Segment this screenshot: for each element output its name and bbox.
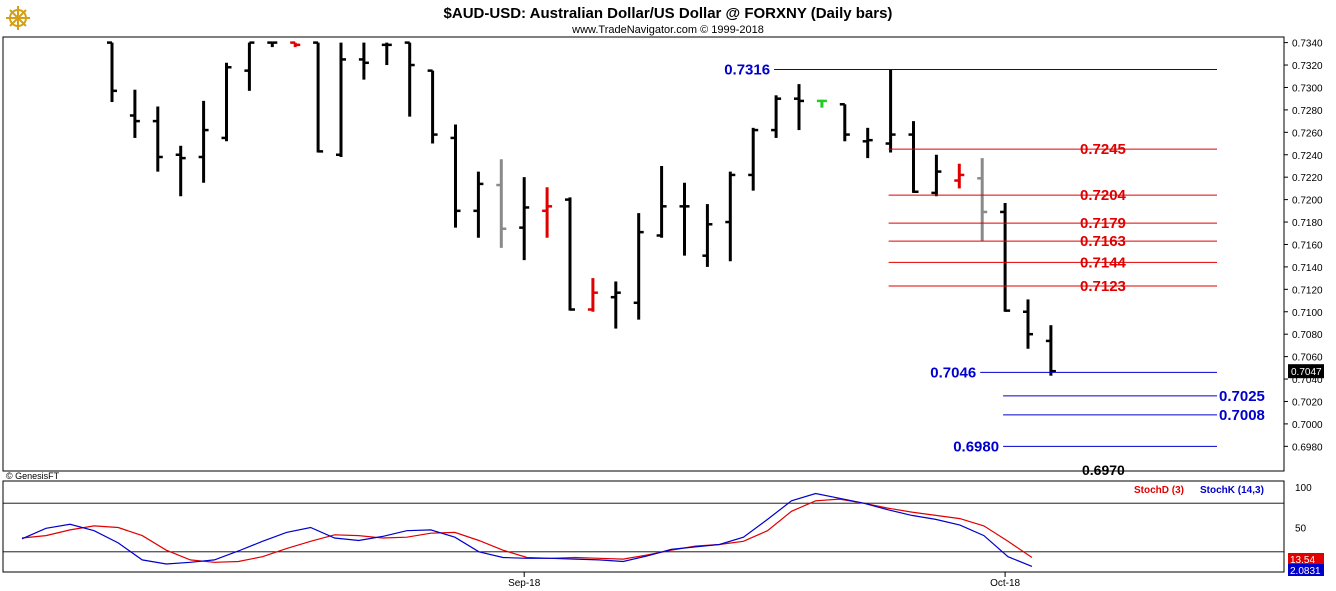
stochk-last-box bbox=[1288, 564, 1324, 576]
ohlc-bar bbox=[198, 100, 209, 183]
ohlc-bar bbox=[267, 41, 278, 48]
price-tick-label: 0.6980 bbox=[1292, 442, 1323, 453]
ohlc-bar bbox=[862, 127, 873, 159]
stoch-series-line bbox=[21, 498, 1033, 563]
stoch-panel-frame bbox=[2, 480, 1285, 573]
price-panel-frame bbox=[2, 36, 1285, 472]
ohlc-bar bbox=[519, 177, 530, 261]
price-level-label: 0.7046 bbox=[930, 364, 976, 381]
price-level-label: 0.7316 bbox=[724, 62, 770, 79]
ohlc-bar bbox=[610, 281, 621, 329]
price-level-label: 0.7179 bbox=[1080, 215, 1126, 232]
ohlc-bar bbox=[290, 41, 301, 48]
ohlc-bar bbox=[748, 127, 759, 191]
price-tick-label: 0.7260 bbox=[1292, 128, 1323, 139]
ohlc-bar bbox=[336, 42, 346, 157]
chart-title: $AUD-USD: Australian Dollar/US Dollar @ … bbox=[444, 5, 893, 22]
ohlc-bar bbox=[794, 84, 804, 131]
price-tick-label: 0.7040 bbox=[1292, 375, 1323, 386]
ohlc-bar bbox=[358, 42, 369, 80]
ohlc-bar bbox=[1045, 325, 1056, 376]
ohlc-bar bbox=[244, 41, 255, 91]
price-tick-label: 0.7220 bbox=[1292, 173, 1323, 184]
ohlc-bar bbox=[496, 159, 507, 248]
ohlc-bar bbox=[839, 103, 850, 142]
x-axis: Sep-18 Oct-18 bbox=[508, 572, 1021, 589]
price-level-label: 0.7123 bbox=[1080, 278, 1126, 295]
price-tick-label: 0.7100 bbox=[1292, 308, 1323, 319]
ohlc-bar bbox=[313, 41, 324, 153]
price-tick-label: 0.7000 bbox=[1292, 420, 1323, 431]
price-level-label: 0.7204 bbox=[1080, 187, 1127, 204]
stoch-tick-label: 50 bbox=[1295, 524, 1307, 535]
stochk-last-value: 2.0831 bbox=[1290, 566, 1321, 577]
price-level-label: 0.7025 bbox=[1219, 388, 1265, 405]
price-tick-label: 0.7280 bbox=[1292, 106, 1323, 117]
ohlc-bar bbox=[679, 182, 690, 256]
ohlc-bar bbox=[152, 106, 163, 172]
stochd-last-value: 13.54 bbox=[1290, 555, 1315, 566]
ohlc-bar bbox=[381, 42, 392, 66]
price-tick-label: 0.7240 bbox=[1292, 151, 1323, 162]
ohlc-bar bbox=[565, 197, 575, 311]
stoch-series-line bbox=[21, 492, 1033, 567]
ohlc-bar bbox=[885, 69, 896, 153]
bottom-level-label: 0.6970 bbox=[1082, 462, 1125, 478]
stochastic-panel: 100 50 StochD (3) StochK (14,3) 13.542.0831 bbox=[3, 483, 1324, 577]
price-tick-label: 0.7300 bbox=[1292, 83, 1323, 94]
ohlc-bar bbox=[908, 121, 919, 194]
chart-subtitle: www.TradeNavigator.com © 1999-2018 bbox=[571, 24, 764, 36]
stochd-last-box bbox=[1288, 553, 1324, 565]
ohlc-bar bbox=[221, 62, 232, 142]
ohlc-bar bbox=[473, 171, 484, 238]
ohlc-bar bbox=[427, 69, 438, 144]
last-price-label: 0.7047 bbox=[1291, 367, 1322, 378]
ohlc-bar bbox=[450, 124, 461, 228]
price-tick-label: 0.7180 bbox=[1292, 218, 1323, 229]
ohlc-bar bbox=[587, 278, 598, 312]
price-tick-label: 0.7340 bbox=[1292, 39, 1323, 50]
ohlc-bar bbox=[977, 158, 988, 242]
price-tick-label: 0.7320 bbox=[1292, 61, 1323, 72]
price-tick-label: 0.7080 bbox=[1292, 330, 1323, 341]
logo-icon bbox=[6, 6, 30, 30]
ohlc-bar bbox=[542, 187, 553, 238]
price-tick-label: 0.7160 bbox=[1292, 240, 1323, 251]
stoch-legend-entry: StochD (3) bbox=[1134, 485, 1184, 496]
price-axis: 0.7340 0.7320 0.7300 0.7280 0.7260 0.7240 0.72… bbox=[1284, 39, 1324, 453]
x-tick-label: Sep-18 bbox=[508, 578, 541, 589]
ohlc-bar bbox=[816, 99, 827, 108]
ohlc-bar bbox=[771, 95, 782, 138]
stoch-tick-label: 100 bbox=[1295, 483, 1312, 494]
price-tick-label: 0.7020 bbox=[1292, 397, 1323, 408]
price-tick-label: 0.7140 bbox=[1292, 263, 1323, 274]
price-bars bbox=[107, 41, 1056, 376]
ohlc-bar bbox=[129, 89, 140, 138]
price-level-label: 0.7163 bbox=[1080, 233, 1126, 250]
price-level-label: 0.7144 bbox=[1080, 254, 1127, 271]
x-tick-label: Oct-18 bbox=[990, 578, 1020, 589]
ohlc-bar bbox=[1023, 299, 1033, 349]
ohlc-bar bbox=[954, 163, 965, 189]
stoch-legend-entry: StochK (14,3) bbox=[1200, 485, 1264, 496]
ohlc-bar bbox=[1000, 202, 1011, 312]
price-tick-label: 0.7200 bbox=[1292, 196, 1323, 207]
last-price-box bbox=[1288, 364, 1324, 379]
ohlc-bar bbox=[656, 165, 667, 238]
ohlc-bar bbox=[404, 41, 415, 117]
ohlc-bar bbox=[725, 171, 736, 262]
price-level-label: 0.7245 bbox=[1080, 141, 1126, 158]
price-tick-label: 0.7060 bbox=[1292, 353, 1323, 364]
price-level-label: 0.6980 bbox=[953, 438, 999, 455]
ohlc-bar bbox=[175, 145, 186, 197]
copyright-label: © GenesisFT bbox=[6, 471, 60, 481]
ohlc-bar bbox=[702, 204, 713, 267]
ohlc-bar bbox=[633, 213, 644, 320]
price-tick-label: 0.7120 bbox=[1292, 285, 1323, 296]
ohlc-bar bbox=[107, 41, 117, 103]
ohlc-bar bbox=[931, 154, 942, 197]
price-level-label: 0.7008 bbox=[1219, 407, 1265, 424]
